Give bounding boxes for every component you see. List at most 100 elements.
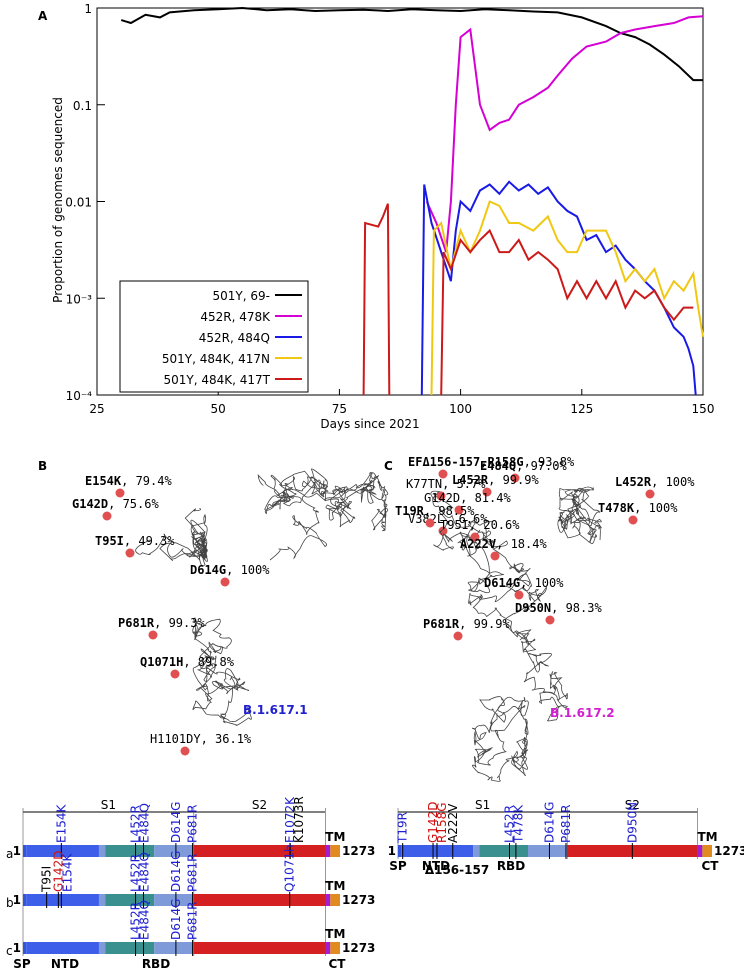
mutation-site: P681R	[186, 854, 200, 892]
region-label: NTD	[422, 859, 450, 873]
bracket-label: S2	[625, 798, 640, 812]
protein-backbone	[468, 582, 568, 722]
mutation-name: E154K	[85, 474, 122, 488]
mutation-site: L452R	[129, 854, 143, 892]
mutation-label: D614G, 100%	[484, 576, 564, 590]
mutation-site: E484Q	[138, 803, 152, 843]
domain	[26, 894, 99, 906]
tm-label: TM	[697, 830, 717, 844]
mutation-frequency: , 93.8%	[524, 455, 575, 469]
legend-label: 452R, 484Q	[199, 331, 270, 345]
residue-sphere	[170, 669, 180, 679]
mutation-frequency: , 49.3%	[124, 534, 175, 548]
series-line	[425, 15, 704, 253]
domain	[193, 845, 326, 857]
domain	[105, 894, 155, 906]
mutation-label: E484Q, 97.0%	[480, 459, 567, 473]
residue-sphere	[453, 631, 463, 641]
mutation-name: EFΔ156-157,R158G	[408, 455, 524, 469]
residue-sphere	[510, 473, 520, 483]
mutation-name: T95I	[95, 534, 124, 548]
protein-backbone	[471, 696, 529, 782]
end-label: 1273	[714, 844, 744, 858]
mutation-site: T95I	[40, 866, 54, 893]
residue-sphere	[148, 630, 158, 640]
domain	[697, 845, 703, 857]
end-label: 1273	[342, 941, 375, 955]
mutation-site: R158G	[435, 802, 449, 843]
residue-sphere	[115, 488, 125, 498]
region-label: CT	[702, 859, 720, 873]
mutation-label: G142D, 81.4%	[424, 491, 511, 505]
mutation-site: G142D	[51, 851, 65, 892]
mutation-site: E154K	[54, 804, 68, 843]
mutation-site: D950N	[625, 802, 639, 843]
mutation-site: T19R	[396, 812, 410, 844]
domain	[154, 894, 194, 906]
protein-backbone	[557, 486, 602, 545]
domain	[26, 845, 99, 857]
domain	[193, 894, 326, 906]
start-label: 1	[388, 844, 396, 858]
domain	[330, 942, 340, 954]
domain	[105, 845, 155, 857]
mutation-frequency: , 6.6%	[444, 512, 488, 526]
domain	[527, 845, 567, 857]
panel-label: C	[384, 459, 393, 473]
region-label: RBD	[497, 859, 525, 873]
mutation-frequency: , 81.4%	[460, 491, 511, 505]
mutation-label: V382L, 6.6%	[408, 512, 488, 526]
domain	[26, 942, 99, 954]
mutation-frequency: , 18.4%	[496, 537, 547, 551]
residue-sphere	[470, 532, 480, 542]
end-label: 1273	[342, 893, 375, 907]
mutation-label: T19R, 98.5%	[395, 504, 475, 518]
row-label: b	[6, 896, 14, 910]
mutation-label: T478K, 100%	[598, 501, 678, 515]
y-tick-label: 0.1	[73, 99, 92, 113]
y-tick-label: 10⁻³	[66, 292, 93, 306]
mutation-label: L452R, 99.9%	[452, 473, 539, 487]
mutation-name: G142D	[72, 497, 108, 511]
mutation-label: E154K, 79.4%	[85, 474, 172, 488]
mutation-frequency: , 89.8%	[183, 655, 234, 669]
domain	[325, 942, 331, 954]
series-line	[420, 180, 697, 396]
mutation-name: T95I	[440, 518, 469, 532]
mutation-frequency: , 99.9%	[488, 473, 539, 487]
mutation-name: P681R	[118, 616, 155, 630]
mutation-label: G142D, 75.6%	[72, 497, 159, 511]
domain	[330, 845, 340, 857]
mutation-frequency: , 99.9%	[459, 617, 510, 631]
start-label: 1	[13, 893, 21, 907]
domain	[23, 845, 27, 857]
domain	[325, 894, 331, 906]
x-tick-label: 75	[332, 402, 347, 416]
series-line	[362, 203, 694, 396]
variant-label: B.1.617.2	[550, 706, 615, 720]
mutation-label: EFΔ156-157,R158G, 93.8%	[408, 455, 575, 469]
mutation-frequency: , 99.3%	[154, 616, 205, 630]
mutation-frequency: , 100%	[520, 576, 564, 590]
domain	[154, 845, 194, 857]
domain	[702, 845, 712, 857]
mutation-site: D614G	[542, 802, 556, 843]
mutation-site: Q1071h	[283, 844, 297, 892]
mutation-name: D614G	[484, 576, 520, 590]
mutation-site: P681R	[186, 805, 200, 843]
mutation-label: T95I, 49.3%	[95, 534, 175, 548]
mutation-name: T478K	[598, 501, 635, 515]
mutation-site: D614G	[169, 899, 183, 940]
mutation-label: K77TN, 5.7%	[406, 477, 486, 491]
domain	[98, 942, 106, 954]
bracket-label: S1	[475, 798, 490, 812]
mutation-site: D614G	[169, 802, 183, 843]
protein-backbone	[430, 490, 532, 594]
mutation-frequency: , 100%	[226, 563, 270, 577]
mutation-frequency: , 20.6%	[469, 518, 520, 532]
region-label: SP	[389, 859, 407, 873]
mutation-site: E154K	[60, 853, 74, 892]
mutation-frequency: , 5.7%	[442, 477, 486, 491]
domain	[98, 845, 106, 857]
